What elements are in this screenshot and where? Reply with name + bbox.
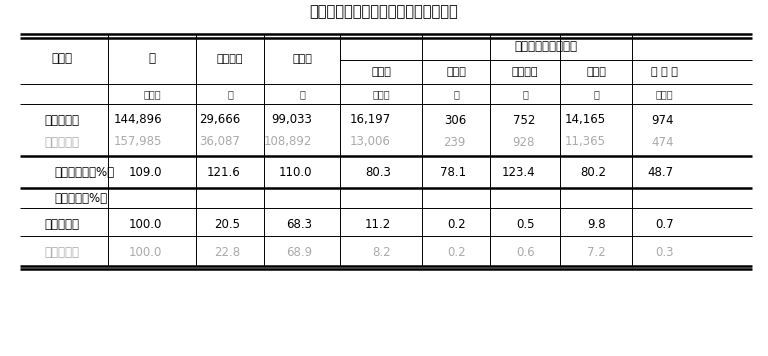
Text: 16,197: 16,197: [349, 114, 391, 126]
Text: 22.8: 22.8: [214, 246, 240, 258]
Text: 令和４年度: 令和４年度: [45, 246, 80, 258]
Text: 121.6: 121.6: [207, 166, 240, 178]
Text: 0.3: 0.3: [656, 246, 674, 258]
Text: 表　野生鳥獣の解体頭・羽数（全国）: 表 野生鳥獣の解体頭・羽数（全国）: [310, 5, 458, 20]
Text: 令和３年度: 令和３年度: [45, 114, 80, 126]
Text: 100.0: 100.0: [128, 218, 162, 230]
Text: 0.5: 0.5: [517, 218, 535, 230]
Text: 108,892: 108,892: [263, 136, 312, 148]
Text: イノシシ: イノシシ: [217, 54, 243, 64]
Text: 0.6: 0.6: [516, 246, 535, 258]
Text: 239: 239: [444, 136, 466, 148]
Text: 区　分: 区 分: [51, 52, 72, 66]
Text: 474: 474: [651, 136, 674, 148]
Text: 頭・羽: 頭・羽: [655, 89, 673, 99]
Text: 928: 928: [512, 136, 535, 148]
Text: 11.2: 11.2: [365, 218, 391, 230]
Text: 157,985: 157,985: [114, 136, 162, 148]
Text: 48.7: 48.7: [648, 166, 674, 178]
Text: 9.8: 9.8: [588, 218, 606, 230]
Text: 0.2: 0.2: [448, 246, 466, 258]
Text: ク　マ: ク マ: [446, 67, 466, 77]
Text: 構成割合（%）: 構成割合（%）: [54, 192, 107, 204]
Text: 0.7: 0.7: [655, 218, 674, 230]
Text: 8.2: 8.2: [372, 246, 391, 258]
Text: 78.1: 78.1: [440, 166, 466, 178]
Text: 100.0: 100.0: [128, 246, 162, 258]
Text: そ の 他: そ の 他: [650, 67, 677, 77]
Text: シ　カ: シ カ: [292, 54, 312, 64]
Text: 11,365: 11,365: [565, 136, 606, 148]
Text: 80.3: 80.3: [365, 166, 391, 178]
Text: 頭: 頭: [299, 89, 305, 99]
Text: 306: 306: [444, 114, 466, 126]
Text: 123.4: 123.4: [502, 166, 535, 178]
Text: 110.0: 110.0: [279, 166, 312, 178]
Text: アナグマ: アナグマ: [511, 67, 538, 77]
Text: そ　の　他　鳥　獣: そ の 他 鳥 獣: [515, 41, 578, 53]
Text: 974: 974: [651, 114, 674, 126]
Text: 14,165: 14,165: [565, 114, 606, 126]
Text: 36,087: 36,087: [199, 136, 240, 148]
Text: 羽: 羽: [593, 89, 599, 99]
Text: 頭・羽: 頭・羽: [372, 89, 390, 99]
Text: 対前年度比（%）: 対前年度比（%）: [54, 166, 114, 178]
Text: 0.2: 0.2: [448, 218, 466, 230]
Text: 小　計: 小 計: [371, 67, 391, 77]
Text: 80.2: 80.2: [580, 166, 606, 178]
Text: 頭: 頭: [453, 89, 459, 99]
Text: 計: 計: [148, 52, 155, 66]
Text: 20.5: 20.5: [214, 218, 240, 230]
Text: 令和３年度: 令和３年度: [45, 218, 80, 230]
Text: 7.2: 7.2: [588, 246, 606, 258]
Text: 68.9: 68.9: [286, 246, 312, 258]
Text: 68.3: 68.3: [286, 218, 312, 230]
Text: 29,666: 29,666: [199, 114, 240, 126]
Text: 109.0: 109.0: [128, 166, 162, 178]
Text: 令和４年度: 令和４年度: [45, 136, 80, 148]
Text: 頭: 頭: [522, 89, 528, 99]
Text: 99,033: 99,033: [271, 114, 312, 126]
Text: 頭・羽: 頭・羽: [143, 89, 161, 99]
Text: 鳥　類: 鳥 類: [586, 67, 606, 77]
Text: 144,896: 144,896: [114, 114, 162, 126]
Text: 13,006: 13,006: [350, 136, 391, 148]
Text: 頭: 頭: [227, 89, 233, 99]
Text: 752: 752: [512, 114, 535, 126]
